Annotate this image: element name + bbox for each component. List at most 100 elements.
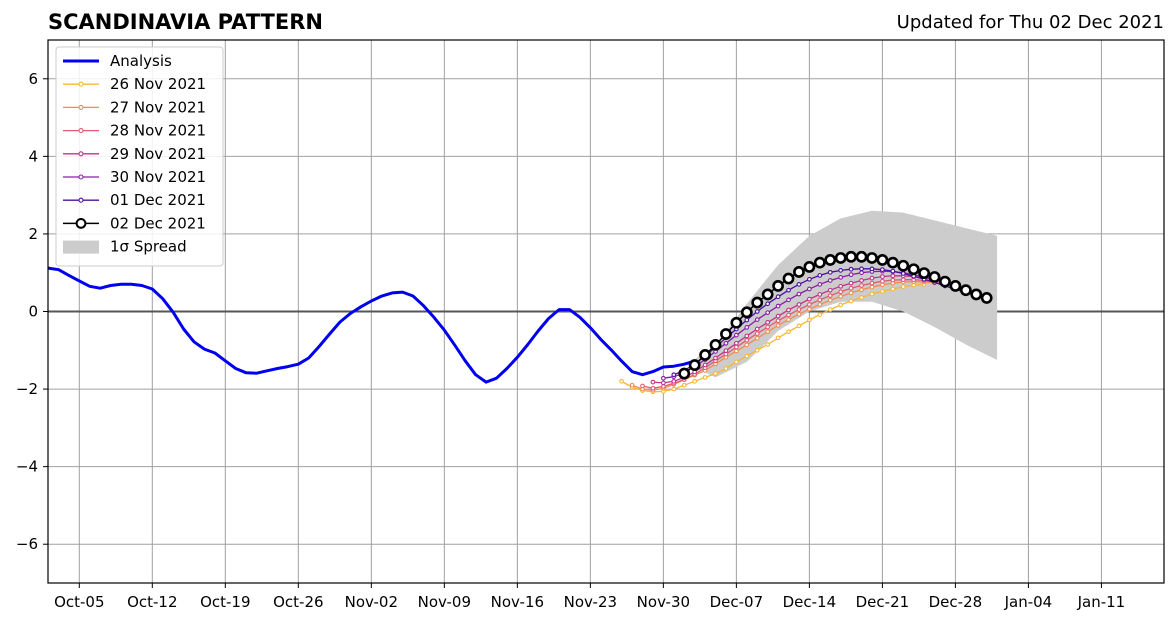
series-point: [751, 296, 764, 309]
series-point: [890, 268, 896, 274]
legend-label: Analysis: [110, 52, 172, 70]
series-point: [782, 272, 795, 285]
plot-frame: [47, 39, 1165, 584]
series-point: [761, 288, 774, 301]
series-point: [876, 254, 889, 266]
y-tick-label: 2: [28, 225, 38, 243]
series-point: [765, 310, 771, 316]
x-tick-label: Oct-12: [127, 593, 177, 611]
series-point: [699, 349, 711, 361]
series-point: [845, 250, 858, 263]
series-point: [838, 289, 844, 295]
series-point: [786, 329, 791, 335]
series-point: [744, 317, 750, 323]
legend-item: 02 Dec 2021: [63, 214, 206, 232]
series-point: [734, 332, 739, 338]
series-point: [807, 306, 812, 312]
plot-area: [48, 210, 998, 395]
legend-item: 26 Nov 2021: [63, 75, 206, 93]
series-point: [807, 276, 812, 282]
series-0: [48, 266, 696, 384]
series-point: [827, 297, 833, 303]
legend-swatch: [63, 240, 99, 254]
series-line: [48, 266, 696, 384]
series-point: [754, 347, 760, 353]
legend-label: 27 Nov 2021: [110, 98, 206, 116]
series-point: [740, 306, 753, 319]
series-point: [807, 286, 812, 292]
series-7: [678, 250, 993, 380]
series-point: [855, 250, 868, 263]
legend-item: 30 Nov 2021: [63, 168, 206, 186]
series-point: [671, 372, 677, 378]
series-point: [869, 266, 875, 272]
series-point: [702, 375, 708, 380]
series-point: [786, 287, 791, 293]
y-tick-label: −6: [16, 535, 38, 553]
x-tick-label: Dec-21: [856, 593, 910, 611]
legend-label: 02 Dec 2021: [110, 214, 206, 232]
series-point: [824, 254, 837, 266]
series-point: [796, 307, 802, 312]
series-point: [723, 348, 729, 354]
series-point: [734, 344, 739, 350]
series-point: [650, 385, 656, 391]
x-tick-label: Nov-30: [637, 593, 690, 611]
series-point: [723, 366, 729, 371]
x-tick-label: Nov-23: [564, 593, 617, 611]
legend-marker: [78, 104, 84, 110]
series-point: [859, 270, 864, 276]
series-point: [827, 307, 833, 312]
series-point: [880, 274, 885, 279]
series-point: [949, 280, 962, 292]
series-point: [869, 275, 875, 281]
series-point: [671, 378, 677, 384]
series-point: [786, 317, 791, 322]
series-point: [796, 291, 802, 297]
series-point: [688, 359, 701, 371]
series-point: [678, 367, 691, 380]
series-point: [720, 328, 732, 340]
legend-marker: [78, 81, 84, 87]
series-point: [897, 259, 910, 272]
legend-marker: [78, 128, 84, 134]
series-point: [775, 323, 781, 328]
series-point: [807, 302, 812, 307]
legend-marker: [78, 197, 84, 203]
series-point: [754, 335, 760, 341]
series-point: [807, 317, 812, 323]
series-point: [786, 307, 791, 313]
series-point: [886, 256, 899, 269]
x-tick-label: Nov-16: [491, 593, 544, 611]
series-point: [817, 282, 823, 287]
series-point: [744, 325, 750, 330]
series-point: [702, 362, 708, 368]
series-point: [817, 302, 823, 307]
series-point: [859, 266, 864, 272]
series-point: [900, 284, 906, 290]
series-2: [629, 279, 937, 393]
legend-label: 1σ Spread: [110, 238, 187, 256]
series-point: [980, 292, 993, 304]
series-point: [754, 309, 760, 314]
series-point: [692, 378, 698, 384]
series-point: [629, 382, 635, 388]
series-point: [775, 318, 781, 324]
series-point: [838, 268, 844, 273]
legend-label: 28 Nov 2021: [110, 122, 206, 140]
legend-marker: [78, 174, 84, 180]
x-tick-label: Oct-26: [273, 593, 323, 611]
series-point: [754, 317, 760, 322]
series-point: [775, 294, 781, 300]
series-point: [890, 273, 896, 279]
series-point: [765, 320, 771, 325]
chart-updated-label: Updated for Thu 02 Dec 2021: [896, 12, 1164, 33]
series-point: [827, 278, 833, 283]
x-tick-label: Nov-09: [418, 593, 471, 611]
series-point: [869, 284, 875, 290]
x-tick-label: Jan-11: [1077, 593, 1126, 611]
series-point: [848, 272, 854, 278]
x-tick-label: Nov-02: [345, 593, 398, 611]
series-point: [939, 275, 951, 288]
series-point: [744, 342, 750, 348]
